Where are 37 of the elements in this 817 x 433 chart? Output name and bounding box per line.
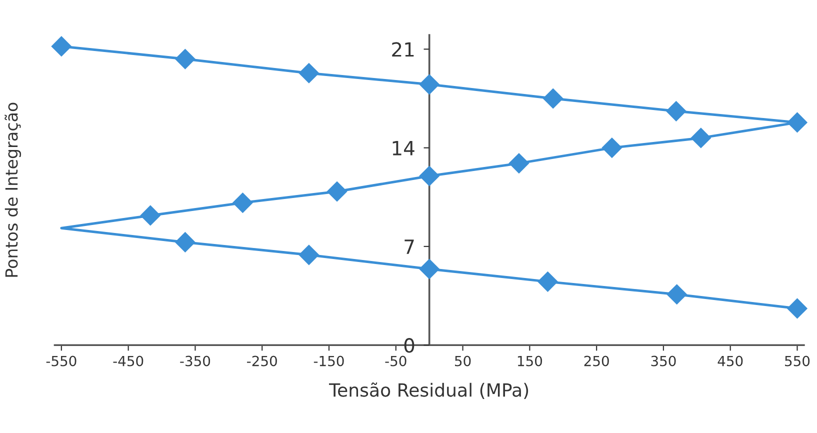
- point: [419, 166, 440, 186]
- x-tick-label: 50: [455, 356, 471, 366]
- y-tick-label: 14: [392, 141, 414, 156]
- x-tick-label: 350: [651, 356, 676, 366]
- point: [786, 112, 808, 133]
- x-tick-label: 450: [718, 356, 743, 366]
- x-tick-label: 150: [518, 356, 542, 366]
- x-axis-title: Tensão Residual (MPa): [329, 382, 528, 399]
- x-tick-label: -550: [46, 356, 76, 366]
- x-tick-label: 550: [785, 356, 810, 366]
- point: [508, 153, 530, 174]
- y-axis-title: Pontos de Integração: [4, 102, 22, 277]
- y-tick-label: 7: [404, 240, 414, 254]
- x-tick-label: 250: [584, 356, 609, 366]
- x-tick-label: -250: [247, 356, 277, 366]
- point: [174, 48, 196, 70]
- point: [51, 36, 72, 57]
- point: [419, 258, 440, 280]
- point: [174, 232, 196, 253]
- point: [326, 181, 348, 202]
- point: [419, 74, 440, 95]
- point: [298, 62, 320, 84]
- x-tick-label: -50: [385, 356, 406, 366]
- point: [140, 205, 161, 226]
- point: [298, 244, 320, 266]
- y-tick-label: 21: [392, 42, 414, 57]
- point: [232, 192, 254, 214]
- point: [666, 284, 688, 305]
- x-tick-label: -450: [113, 356, 144, 366]
- x-tick-label: -350: [180, 356, 210, 366]
- point: [666, 100, 686, 122]
- point: [602, 138, 622, 158]
- point: [690, 128, 712, 148]
- x-tick-label: -150: [314, 356, 344, 366]
- point: [786, 298, 808, 319]
- point: [542, 88, 564, 109]
- point: [537, 271, 558, 292]
